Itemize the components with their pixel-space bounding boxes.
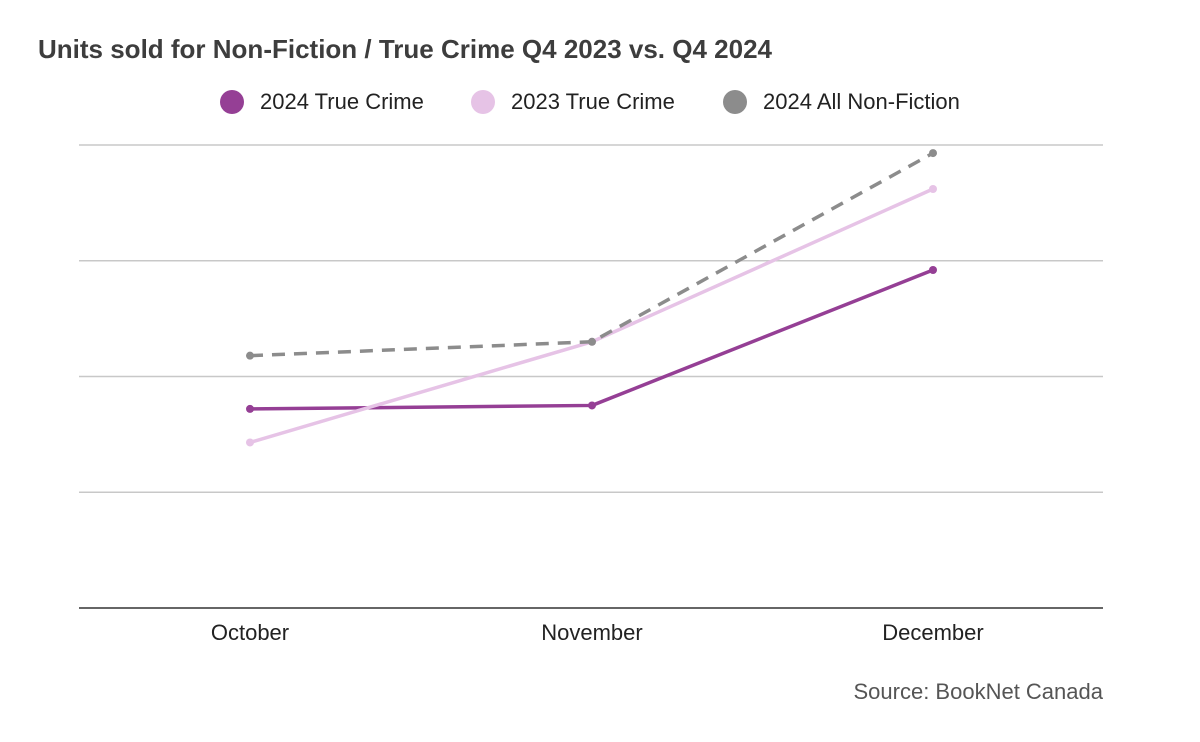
gridlines xyxy=(79,144,1103,493)
legend-swatch-2023-true-crime xyxy=(471,90,495,114)
legend-item-2024-true-crime: 2024 True Crime xyxy=(220,89,424,114)
legend-label-2023-true-crime: 2023 True Crime xyxy=(511,89,675,114)
series-layer xyxy=(246,149,937,447)
legend-item-2024-all-non-fiction: 2024 All Non-Fiction xyxy=(723,89,960,114)
point-2024-all-non-fiction-december xyxy=(929,149,937,158)
source-note: Source: BookNet Canada xyxy=(853,679,1104,704)
legend-swatch-2024-true-crime xyxy=(220,90,244,114)
point-2023-true-crime-october xyxy=(246,438,254,447)
legend-item-2023-true-crime: 2023 True Crime xyxy=(471,89,675,114)
point-2024-all-non-fiction-october xyxy=(246,351,254,360)
chart-legend: 2024 True Crime 2023 True Crime 2024 All N… xyxy=(220,89,960,114)
legend-swatch-2024-all-non-fiction xyxy=(723,90,747,114)
legend-label-2024-true-crime: 2024 True Crime xyxy=(260,89,424,114)
chart-title: Units sold for Non-Fiction / True Crime … xyxy=(38,34,772,64)
x-tick-label-december: December xyxy=(882,620,983,645)
legend-label-2024-all-non-fiction: 2024 All Non-Fiction xyxy=(763,89,960,114)
series-line-2024-all-non-fiction xyxy=(249,151,934,358)
x-tick-label-october: October xyxy=(211,620,289,645)
point-2024-true-crime-october xyxy=(246,404,254,413)
point-2024-true-crime-december xyxy=(929,266,937,275)
point-2023-true-crime-december xyxy=(929,184,937,193)
point-2024-true-crime-november xyxy=(588,401,596,410)
x-tick-label-november: November xyxy=(541,620,642,645)
series-2024-all-non-fiction xyxy=(246,149,937,360)
point-2024-all-non-fiction-november xyxy=(588,337,596,346)
x-axis: October November December xyxy=(79,607,1103,645)
